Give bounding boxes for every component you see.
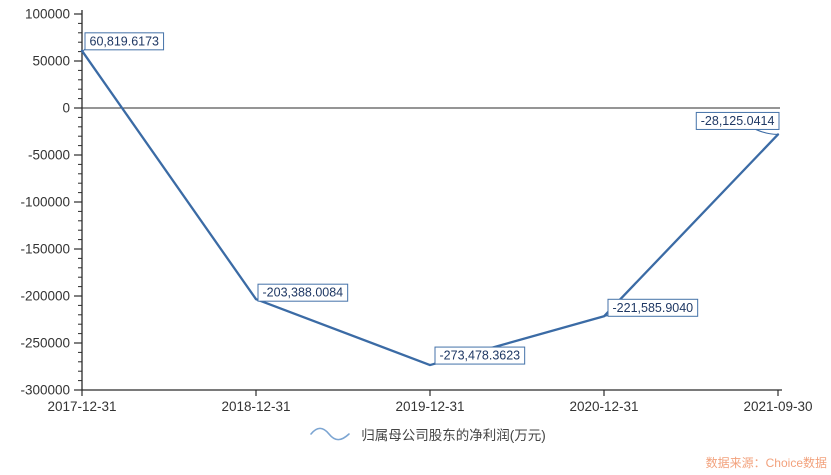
data-label-box xyxy=(434,346,526,365)
data-point-label: 60,819.6173 xyxy=(90,34,160,48)
data-point-label: -221,585.9040 xyxy=(613,301,694,315)
data-label-box xyxy=(84,32,165,51)
x-tick-label: 2017-12-31 xyxy=(47,399,116,414)
x-tick-label: 2021-09-30 xyxy=(743,399,812,414)
legend-label: 归属母公司股东的净利润(万元) xyxy=(361,428,546,443)
legend: 归属母公司股东的净利润(万元) xyxy=(0,424,831,444)
data-point-label: -28,125.0414 xyxy=(701,114,775,128)
y-tick-label: -250000 xyxy=(20,336,70,351)
x-tick-label: 2018-12-31 xyxy=(221,399,290,414)
data-point-label: -203,388.0084 xyxy=(263,286,344,300)
y-tick-label: -50000 xyxy=(28,148,70,163)
x-tick-label: 2019-12-31 xyxy=(395,399,464,414)
net-profit-line-chart: 100000 50000 0 -50000 -100000 -150000 -200000 -… xyxy=(20,7,812,415)
y-tick-label: 50000 xyxy=(32,54,70,69)
line-series xyxy=(80,49,780,367)
data-label-box xyxy=(695,111,780,130)
y-tick-label: -200000 xyxy=(20,289,70,304)
data-label-box xyxy=(607,298,699,317)
legend-item[interactable]: 归属母公司股东的净利润(万元) xyxy=(309,424,546,444)
data-label-box xyxy=(257,283,349,302)
label-leader-line xyxy=(755,128,779,135)
y-tick-label: -100000 xyxy=(20,195,70,210)
y-tick-label: 100000 xyxy=(25,7,70,22)
data-source-note: 数据来源：Choice数据 xyxy=(705,456,827,470)
line-series-icon xyxy=(310,427,351,441)
x-tick-label: 2020-12-31 xyxy=(569,399,638,414)
data-point-label: -273,478.3623 xyxy=(440,349,521,363)
y-tick-label: 0 xyxy=(62,101,70,116)
y-tick-label: -150000 xyxy=(20,242,70,257)
y-tick-label: -300000 xyxy=(20,383,70,398)
